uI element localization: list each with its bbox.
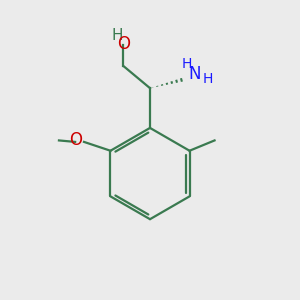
Text: H: H xyxy=(111,28,123,43)
Text: H: H xyxy=(203,72,213,86)
Text: O: O xyxy=(69,131,82,149)
Text: O: O xyxy=(117,35,130,53)
Text: N: N xyxy=(188,65,200,83)
Text: H: H xyxy=(182,57,192,71)
